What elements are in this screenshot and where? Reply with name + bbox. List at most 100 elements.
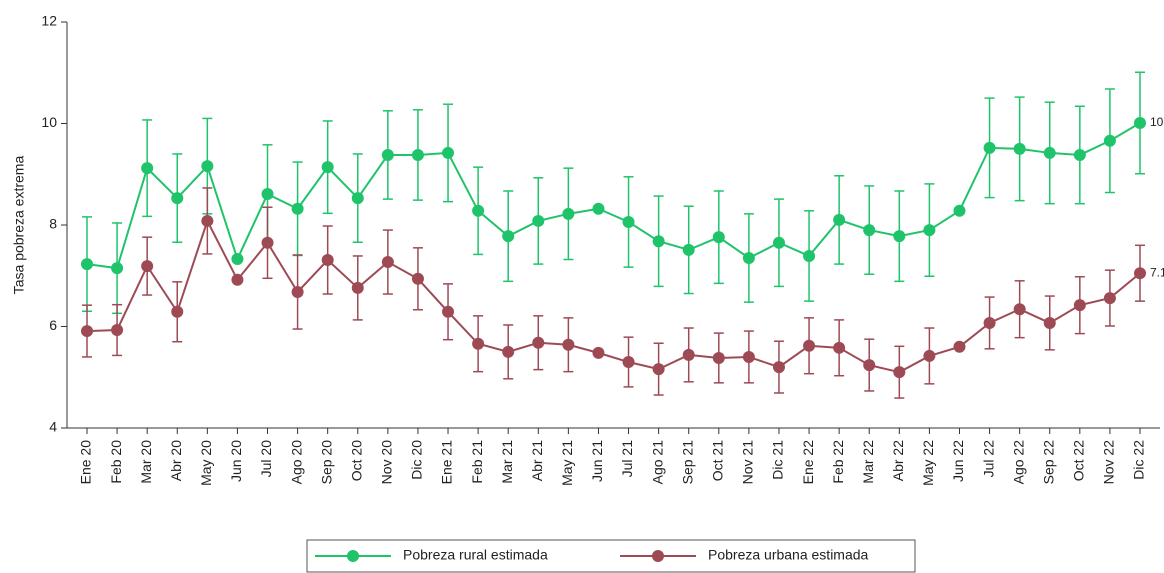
x-tick-label: Mar 21 [499, 440, 515, 484]
point [682, 348, 695, 361]
x-tick-label: Mar 22 [860, 440, 876, 484]
point [1073, 299, 1086, 312]
y-tick-label: 12 [41, 13, 57, 29]
x-tick-label: Ago 22 [1010, 440, 1026, 485]
x-tick-label: Jun 21 [589, 440, 605, 482]
point [592, 346, 605, 359]
x-tick-label: Abr 21 [529, 440, 545, 481]
point [171, 192, 184, 205]
x-tick-label: Oct 22 [1071, 440, 1087, 481]
point [321, 161, 334, 174]
point [1043, 146, 1056, 159]
x-tick-label: Sep 22 [1040, 440, 1056, 485]
point [171, 305, 184, 318]
point [833, 341, 846, 354]
x-tick-label: Ago 20 [288, 440, 304, 485]
point [442, 146, 455, 159]
x-tick-label: Sep 21 [679, 440, 695, 485]
point [652, 363, 665, 376]
x-tick-label: Ago 21 [649, 440, 665, 485]
point [682, 243, 695, 256]
point [291, 202, 304, 215]
x-tick-label: Feb 20 [108, 440, 124, 484]
point [772, 361, 785, 374]
point [351, 281, 364, 294]
legend-marker [652, 550, 664, 562]
point [351, 192, 364, 205]
x-tick-label: Dic 20 [409, 440, 425, 480]
point [923, 224, 936, 237]
point [772, 236, 785, 249]
point [833, 213, 846, 226]
point [712, 231, 725, 244]
x-tick-label: May 20 [198, 440, 214, 486]
point [652, 235, 665, 248]
point [1043, 316, 1056, 329]
point [562, 207, 575, 220]
x-tick-label: Sep 20 [318, 440, 334, 485]
x-tick-label: Jul 21 [619, 440, 635, 478]
point [231, 253, 244, 266]
point [231, 273, 244, 286]
point [983, 316, 996, 329]
y-tick-label: 4 [49, 419, 57, 435]
y-tick-label: 6 [49, 317, 57, 333]
point [803, 339, 816, 352]
point [742, 251, 755, 264]
point [712, 351, 725, 364]
x-tick-label: Jul 22 [980, 440, 996, 478]
point [923, 349, 936, 362]
point [622, 215, 635, 228]
x-tick-label: Ene 20 [78, 440, 94, 485]
point [381, 256, 394, 269]
point [742, 350, 755, 363]
point [472, 337, 485, 350]
point [622, 356, 635, 369]
legend-label: Pobreza urbana estimada [708, 547, 869, 563]
y-tick-label: 10 [41, 114, 57, 130]
x-tick-label: Ene 21 [439, 440, 455, 485]
value-label: 7.1 [1150, 265, 1164, 279]
legend-label: Pobreza rural estimada [403, 547, 548, 563]
point [1013, 303, 1026, 316]
x-tick-label: Jul 20 [258, 440, 274, 478]
point [261, 236, 274, 249]
point [411, 148, 424, 161]
point [562, 338, 575, 351]
point [863, 359, 876, 372]
x-tick-label: Dic 21 [770, 440, 786, 480]
x-tick-label: Nov 22 [1101, 440, 1117, 485]
point [1073, 148, 1086, 161]
point [381, 148, 394, 161]
point [592, 202, 605, 215]
point [893, 366, 906, 379]
x-tick-label: Nov 20 [379, 440, 395, 485]
point [411, 272, 424, 285]
point [502, 230, 515, 243]
point [953, 204, 966, 217]
point [863, 224, 876, 237]
y-tick-label: 8 [49, 216, 57, 232]
y-axis-label: Tasa pobreza extrema [11, 156, 27, 295]
point [141, 260, 154, 273]
series-line [86, 218, 1141, 374]
x-tick-label: Oct 21 [710, 440, 726, 481]
point [893, 230, 906, 243]
x-tick-label: Oct 20 [348, 440, 364, 481]
point [321, 254, 334, 267]
point [141, 162, 154, 175]
point [532, 336, 545, 349]
point [201, 214, 214, 227]
point [111, 262, 124, 275]
x-tick-label: Mar 20 [138, 440, 154, 484]
point [1103, 134, 1116, 147]
value-label: 10 [1150, 115, 1164, 129]
point [1103, 292, 1116, 305]
legend-marker [347, 550, 359, 562]
point [81, 258, 93, 271]
x-tick-label: Jun 22 [950, 440, 966, 482]
x-tick-label: Jun 20 [228, 440, 244, 482]
x-tick-label: Dic 22 [1131, 440, 1147, 480]
x-tick-label: Feb 21 [469, 440, 485, 484]
